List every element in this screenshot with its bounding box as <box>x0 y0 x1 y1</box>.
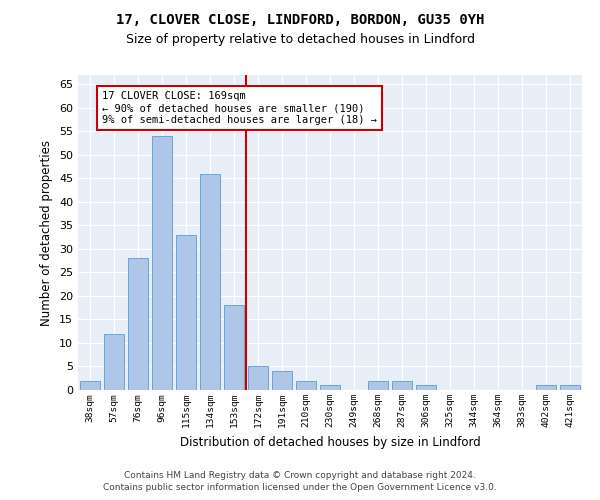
Text: Contains public sector information licensed under the Open Government Licence v3: Contains public sector information licen… <box>103 484 497 492</box>
Bar <box>416 386 436 390</box>
Bar <box>176 235 196 390</box>
Bar <box>152 136 172 390</box>
Bar <box>560 386 580 390</box>
Text: Contains HM Land Registry data © Crown copyright and database right 2024.: Contains HM Land Registry data © Crown c… <box>124 471 476 480</box>
Bar <box>104 334 124 390</box>
Bar <box>248 366 268 390</box>
Bar <box>320 386 340 390</box>
Bar <box>392 380 412 390</box>
Bar <box>128 258 148 390</box>
Bar <box>200 174 220 390</box>
X-axis label: Distribution of detached houses by size in Lindford: Distribution of detached houses by size … <box>179 436 481 448</box>
Text: 17 CLOVER CLOSE: 169sqm
← 90% of detached houses are smaller (190)
9% of semi-de: 17 CLOVER CLOSE: 169sqm ← 90% of detache… <box>102 92 377 124</box>
Bar <box>368 380 388 390</box>
Text: Size of property relative to detached houses in Lindford: Size of property relative to detached ho… <box>125 32 475 46</box>
Bar <box>224 306 244 390</box>
Bar <box>536 386 556 390</box>
Bar <box>80 380 100 390</box>
Text: 17, CLOVER CLOSE, LINDFORD, BORDON, GU35 0YH: 17, CLOVER CLOSE, LINDFORD, BORDON, GU35… <box>116 12 484 26</box>
Bar <box>296 380 316 390</box>
Bar <box>272 371 292 390</box>
Y-axis label: Number of detached properties: Number of detached properties <box>40 140 53 326</box>
